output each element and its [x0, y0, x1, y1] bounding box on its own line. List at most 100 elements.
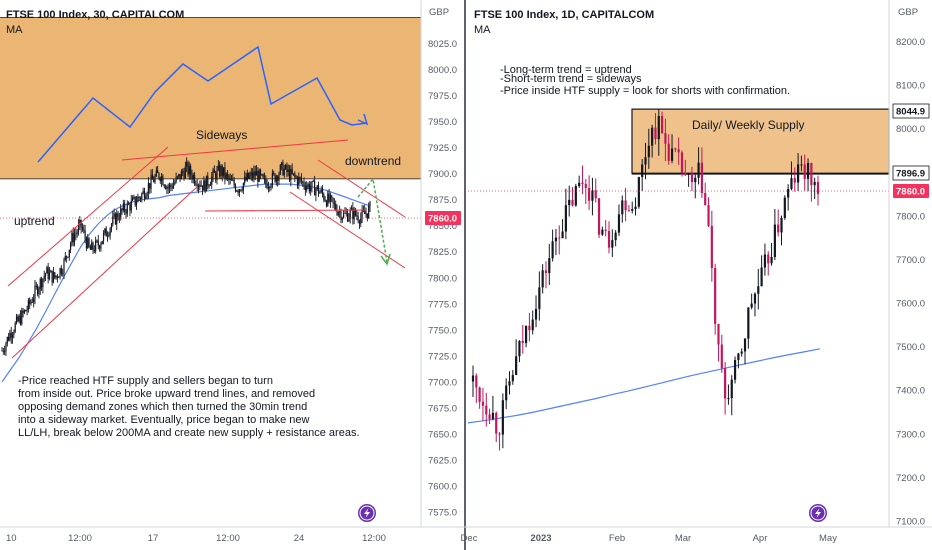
price-tick-label: 7800.0 [428, 273, 457, 284]
candle-body [320, 189, 322, 193]
candle-body [328, 193, 330, 202]
candle-body [790, 178, 793, 189]
candle-body [258, 170, 260, 182]
last-price-tag-bg [893, 184, 929, 198]
candle-body [166, 186, 168, 190]
candle-body [584, 183, 587, 188]
candle-body [594, 190, 597, 199]
candle-body [327, 193, 329, 206]
candle-body [644, 157, 647, 165]
candle-body [192, 174, 194, 180]
candle-body [690, 173, 694, 183]
price-tick-label: 7200.0 [896, 473, 925, 484]
candle-body [360, 217, 362, 224]
candle-body [274, 173, 276, 182]
candle-body [498, 433, 501, 435]
last-price-tag-bg [425, 211, 461, 225]
price-tick-label: 7700.0 [896, 255, 925, 266]
candle-body [100, 244, 102, 249]
candle-body [760, 267, 763, 287]
candle-body [121, 208, 123, 211]
candle-body [312, 180, 314, 182]
candle-body [7, 337, 10, 341]
candle-body [720, 344, 723, 369]
candle-body [304, 186, 306, 191]
candle-body [157, 170, 159, 173]
downtrend-channel-upper [317, 159, 406, 218]
candle-body [481, 401, 485, 406]
candle-body [637, 177, 640, 207]
candle-body [816, 181, 820, 195]
candle-body [521, 340, 524, 344]
candle-body [631, 209, 634, 211]
candle-body [368, 206, 370, 218]
candle-body [314, 180, 316, 196]
pane1-price-axis[interactable]: 7575.0 7600.0 7625.0 7650.0 7675.0 7700.0 7725… [428, 39, 457, 519]
pane2-lightning-button[interactable] [809, 504, 827, 522]
candle-body [245, 176, 247, 181]
candle-body [135, 202, 138, 205]
candle-body [216, 169, 218, 180]
time-tick-label: May [819, 533, 837, 544]
candle-body [171, 186, 173, 189]
candle-body [193, 174, 196, 184]
candle-body [369, 202, 371, 207]
pane1-time-axis[interactable]: 10 12:00 17 12:00 24 12:00 [6, 533, 386, 544]
pane2-time-axis[interactable]: Dec 2023 Feb Mar Apr May [461, 533, 838, 544]
supply-zone [632, 109, 889, 174]
candle-body [667, 143, 670, 161]
candle-body [150, 174, 152, 189]
candle-body [242, 182, 244, 191]
candle-body [128, 203, 130, 205]
candle-body [654, 127, 657, 140]
candle-body [319, 192, 321, 194]
candle-body [248, 172, 250, 179]
pane1-lightning-button[interactable] [358, 504, 376, 522]
candle-body [164, 186, 167, 190]
candle-body [134, 196, 136, 205]
candle-body [187, 162, 189, 175]
candle-body [627, 210, 631, 212]
candle-body [241, 190, 243, 192]
candle-body [687, 173, 690, 175]
candle-body [528, 325, 531, 331]
candle-body [56, 275, 58, 278]
candle-body [767, 254, 770, 264]
candle-body [332, 197, 334, 203]
candle-body [180, 171, 182, 180]
time-tick-label: 24 [294, 533, 305, 544]
candle-body [158, 172, 160, 179]
candle-body [48, 272, 51, 279]
candle-body [561, 231, 564, 239]
candle-body [186, 162, 188, 167]
candle-body [91, 242, 93, 250]
candle-body [224, 167, 226, 179]
price-tick-label: 7850.0 [428, 221, 457, 232]
candle-body [92, 242, 94, 250]
candle-body [18, 315, 20, 322]
candle-body [478, 387, 481, 402]
candle-body [300, 178, 303, 182]
candle-body [75, 233, 77, 235]
candle-body [182, 171, 184, 173]
price-tick-label: 7750.0 [428, 325, 457, 336]
candle-body [13, 331, 15, 335]
candle-body [621, 200, 624, 215]
candle-body [22, 310, 24, 313]
candle-body [55, 275, 57, 278]
sideways-label: Sideways [196, 128, 247, 142]
candle-body [284, 164, 287, 169]
candle-body [195, 183, 197, 185]
candle-body [252, 172, 254, 178]
candle-body [306, 186, 308, 191]
pane1-currency: GBP [429, 7, 449, 18]
candle-body [777, 224, 780, 233]
candle-body [518, 340, 521, 357]
candle-body [614, 232, 617, 241]
candle-body [352, 207, 354, 220]
candle-body [219, 165, 221, 177]
candle-body [323, 194, 325, 200]
candle-body [126, 203, 128, 214]
supply-base-tag-border [892, 165, 930, 181]
